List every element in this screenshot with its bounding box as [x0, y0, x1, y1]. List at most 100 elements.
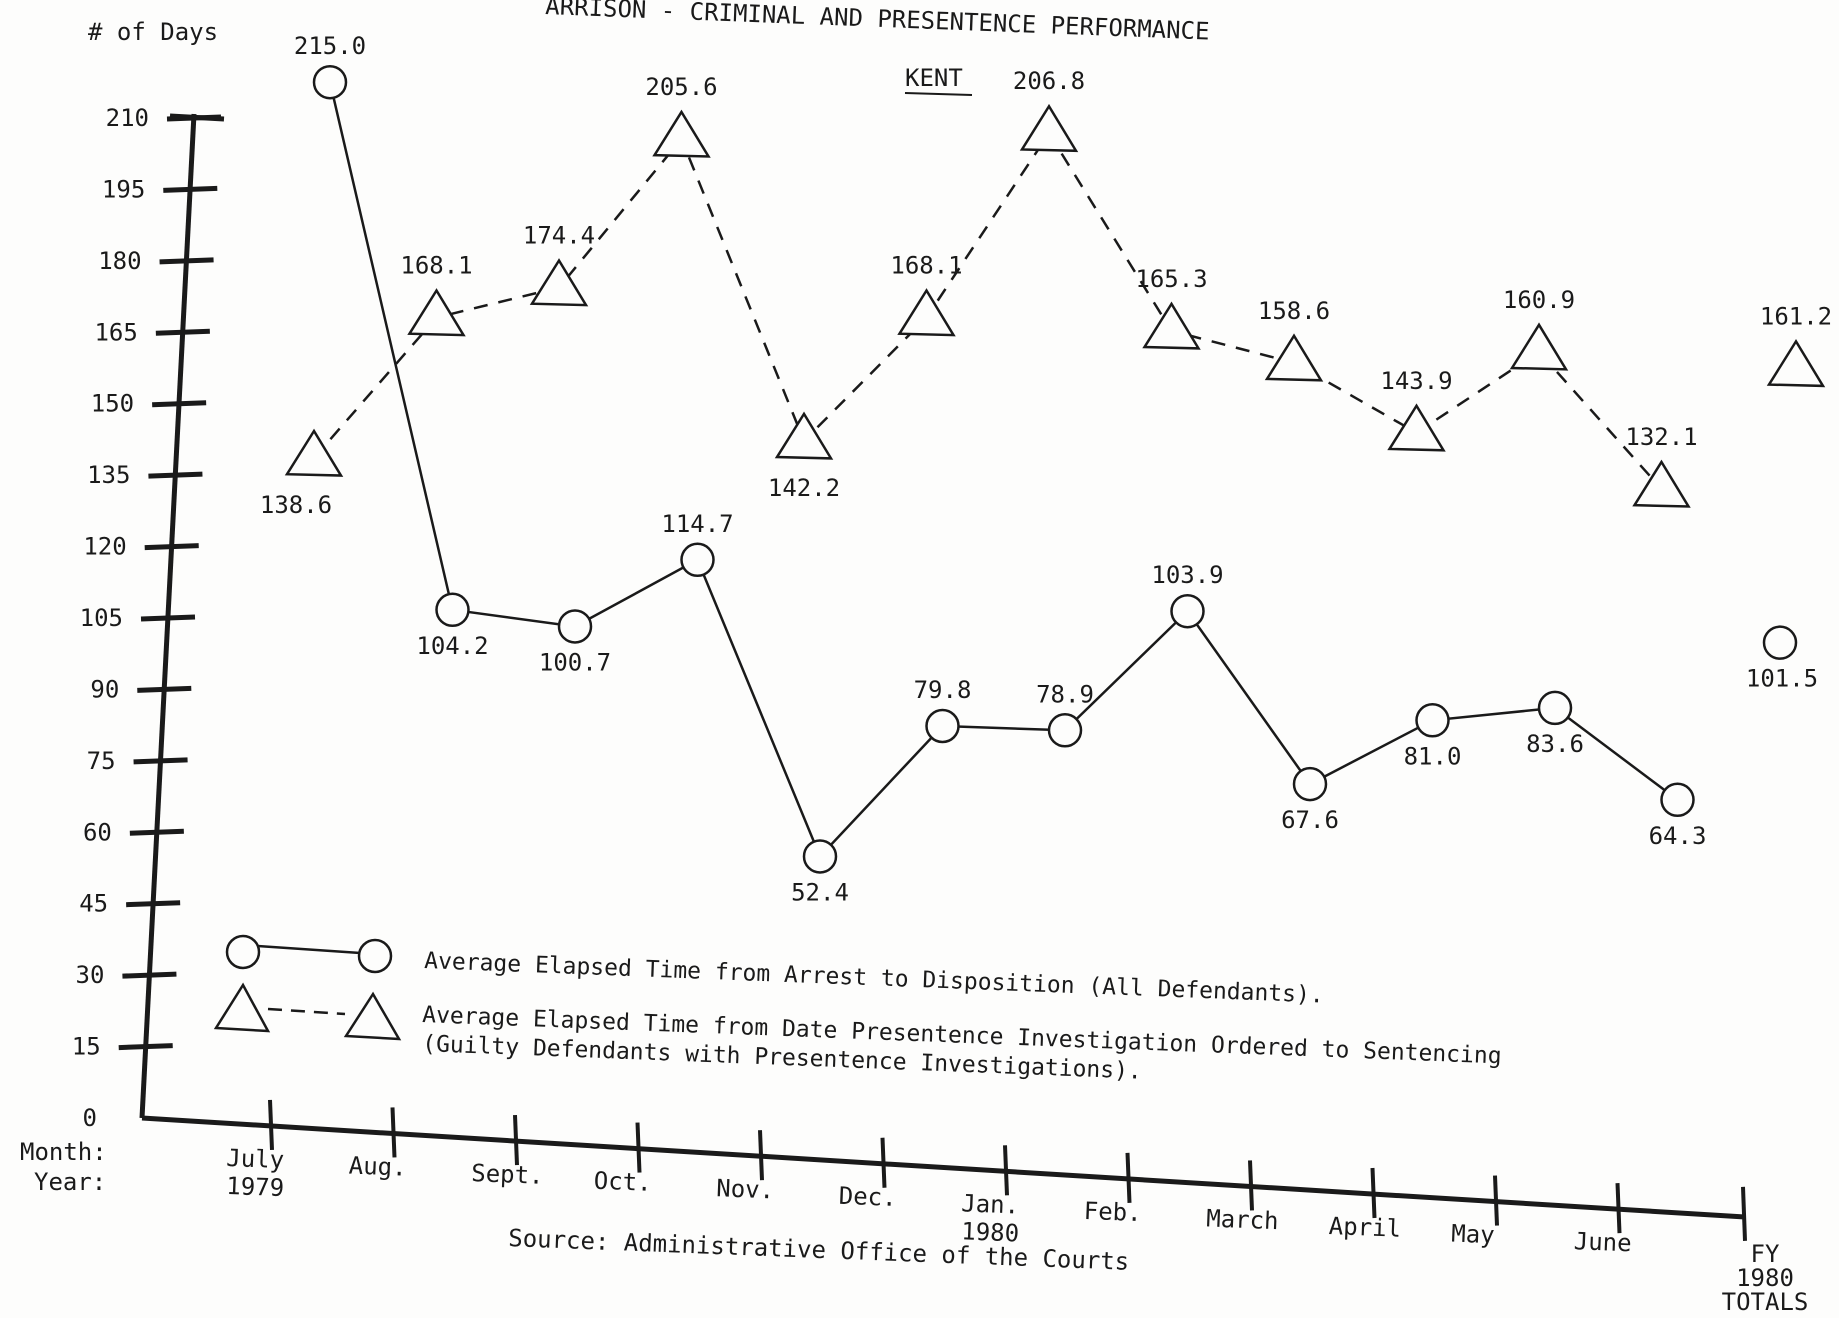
y-tick	[148, 471, 203, 479]
arrest-data-label: 64.3	[1649, 822, 1707, 850]
y-tick	[152, 400, 207, 408]
arrest-fy-total-label: 101.5	[1746, 665, 1818, 693]
x-tick	[268, 1099, 274, 1150]
legend-circle-swatch	[225, 934, 393, 974]
x-tick-label: Aug.	[348, 1151, 407, 1181]
y-tick	[155, 328, 210, 336]
arrest-data-label: 81.0	[1404, 742, 1462, 770]
arrest-fy-total-marker	[1762, 625, 1798, 660]
x-tick-label: Feb.	[1083, 1197, 1142, 1227]
y-tick-label: 165	[94, 318, 137, 346]
presentence-point-marker	[1387, 403, 1446, 452]
presentence-point-marker	[897, 288, 956, 337]
x-tick	[758, 1130, 764, 1181]
x-tick	[635, 1122, 642, 1173]
y-tick-label: 135	[87, 461, 130, 489]
y-axis-title: # of Days	[88, 18, 218, 46]
chart-subtitle: KENT	[905, 64, 963, 92]
x-tick	[1370, 1167, 1377, 1219]
x-tick-label: Nov.	[716, 1174, 775, 1204]
y-tick-label: 90	[90, 675, 119, 703]
x-tick-label: Dec.	[838, 1182, 897, 1212]
presentence-point-marker	[1142, 301, 1201, 350]
y-tick-label: 120	[83, 533, 126, 561]
presentence-data-label: 138.6	[260, 491, 332, 519]
presentence-data-label: 160.9	[1503, 286, 1575, 314]
arrest-data-label: 215.0	[294, 32, 366, 60]
x-tick-label: April	[1328, 1212, 1401, 1243]
presentence-data-label: 174.4	[523, 222, 595, 250]
x-axis-month-label: Month:	[20, 1138, 107, 1166]
presentence-data-label: 143.9	[1380, 367, 1452, 395]
y-tick-label: 60	[83, 818, 112, 846]
x-tick	[1493, 1175, 1499, 1226]
x-tick	[1248, 1160, 1254, 1211]
presentence-point-marker	[1632, 459, 1691, 508]
x-totals-label: TOTALS	[1722, 1288, 1809, 1316]
y-tick-label: 30	[76, 961, 105, 989]
y-tick	[163, 185, 218, 193]
x-tick-label: March	[1206, 1204, 1279, 1235]
presentence-point-marker	[1509, 322, 1569, 371]
arrest-point-marker	[312, 64, 348, 100]
x-tick-label: Jan.	[961, 1189, 1020, 1219]
y-tick	[126, 900, 181, 908]
presentence-point-marker	[774, 411, 834, 460]
x-tick	[1615, 1183, 1622, 1234]
presentence-data-label: 168.1	[890, 252, 962, 280]
x-tick	[1125, 1152, 1132, 1203]
y-tick-label: 150	[91, 390, 134, 418]
presentence-data-label: 206.8	[1013, 67, 1085, 95]
presentence-point-marker	[1019, 103, 1079, 153]
x-axis-year-label: Year:	[34, 1168, 106, 1196]
arrest-data-label: 100.7	[539, 648, 611, 676]
y-tick-label: 45	[79, 890, 108, 918]
data-labels: 215.0 104.2 100.7 114.7 52.4 79.8 78.9 103.9 67.…	[260, 32, 1832, 906]
source-note: Source: Administrative Office of the Cou…	[508, 1224, 1130, 1276]
legend-circle-label: Average Elapsed Time from Arrest to Disp…	[424, 948, 1324, 1009]
x-tick	[390, 1107, 397, 1158]
arrest-point-marker	[1537, 690, 1573, 726]
presentence-point-marker	[284, 428, 344, 477]
x-tick-label: June	[1573, 1227, 1632, 1257]
x-tick-label: July	[226, 1144, 285, 1174]
arrest-point-marker	[435, 592, 470, 628]
x-tick-label: Oct.	[593, 1167, 652, 1197]
arrest-data-label: 114.7	[661, 510, 733, 538]
y-tick	[140, 614, 196, 622]
y-tick	[144, 543, 199, 551]
y-tick-label: 195	[102, 175, 145, 203]
arrest-data-label: 67.6	[1281, 806, 1339, 834]
x-tick-totals	[1741, 1186, 1747, 1241]
y-tick	[166, 114, 222, 122]
presentence-fy-total-label: 161.2	[1760, 302, 1832, 330]
arrest-series-line	[328, 81, 1679, 859]
presentence-fy-total-marker	[1766, 338, 1826, 388]
axes: 2101951801651501351201059075604530150Jul…	[72, 104, 1809, 1316]
arrest-data-label: 83.6	[1526, 730, 1584, 758]
y-tick-label: 0	[83, 1104, 97, 1132]
x-tick-year-label: 1979	[226, 1172, 285, 1202]
arrest-point-marker	[802, 839, 838, 874]
presentence-point-marker	[1264, 333, 1324, 382]
y-tick	[118, 1043, 173, 1051]
y-tick	[159, 257, 214, 265]
x-tick-year-label: 1980	[961, 1217, 1020, 1247]
arrest-point-marker	[1047, 713, 1083, 748]
arrest-point-marker	[557, 609, 593, 644]
presentence-data-label: 165.3	[1135, 265, 1207, 293]
presentence-data-label: 142.2	[768, 474, 840, 502]
chart-subtitle-underline	[904, 92, 973, 96]
series	[284, 64, 1826, 874]
y-tick	[133, 757, 188, 765]
presentence-point-marker	[407, 288, 466, 337]
arrest-data-label: 103.9	[1151, 561, 1223, 589]
presentence-data-label: 132.1	[1625, 423, 1697, 451]
y-tick	[137, 685, 192, 693]
arrest-point-marker	[1660, 782, 1695, 818]
x-tick-label: Sept.	[471, 1159, 544, 1190]
y-tick	[122, 971, 177, 979]
arrest-point-marker	[1170, 593, 1205, 629]
presentence-point-marker	[529, 258, 589, 307]
